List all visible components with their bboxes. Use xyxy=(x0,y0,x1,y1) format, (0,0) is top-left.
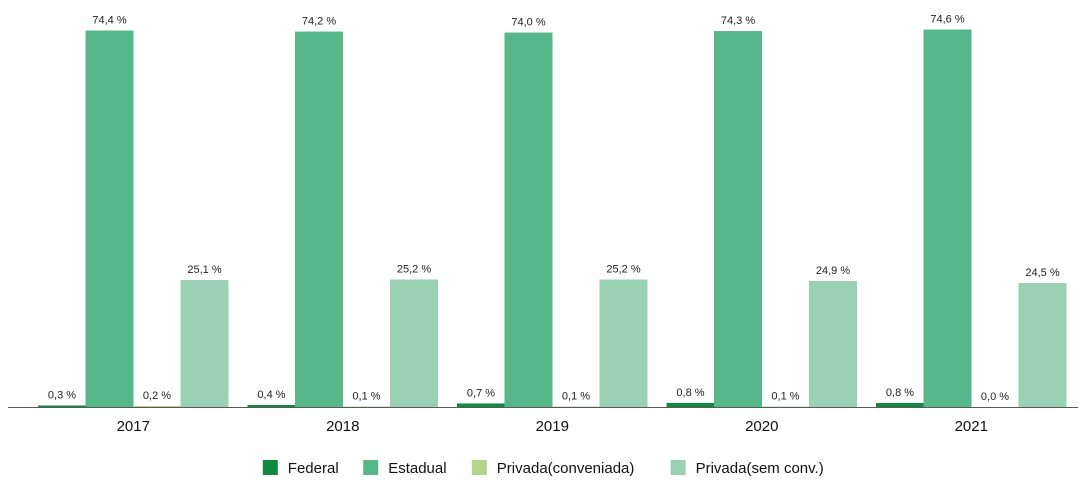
bar-estadual-2018 xyxy=(295,31,343,407)
legend: Federal Estadual Privada(conveniada) Privad… xyxy=(262,460,824,477)
x-tick-label-2017: 2017 xyxy=(117,418,150,435)
legend-swatch-privada-sem-conv- xyxy=(670,460,686,475)
x-tick-label-2020: 2020 xyxy=(745,418,778,435)
data-label-privada-conveniada--2018: 0,1 % xyxy=(352,390,380,402)
bar-privada-conveniada--2019 xyxy=(552,406,600,407)
legend-label-privada-conveniada-: Privada(conveniada) xyxy=(497,460,635,477)
data-label-estadual-2018: 74,2 % xyxy=(302,16,336,28)
data-label-privada-conveniada--2021: 0,0 % xyxy=(981,391,1009,403)
x-tick-label-2019: 2019 xyxy=(536,418,569,435)
bar-federal-2020 xyxy=(666,402,715,407)
data-label-privada-conveniada--2019: 0,1 % xyxy=(562,390,590,402)
bar-federal-2021 xyxy=(876,402,924,407)
data-label-estadual-2017: 74,4 % xyxy=(92,15,126,27)
data-label-privada-sem-conv--2021: 24,5 % xyxy=(1025,267,1059,279)
data-label-federal-2020: 0,8 % xyxy=(676,387,704,399)
legend-swatch-estadual xyxy=(363,460,379,475)
data-label-privada-sem-conv--2017: 25,1 % xyxy=(187,264,221,276)
data-label-privada-sem-conv--2018: 25,2 % xyxy=(397,263,431,275)
bar-federal-2018 xyxy=(247,404,296,407)
data-label-federal-2021: 0,8 % xyxy=(886,387,914,399)
bar-estadual-2017 xyxy=(85,30,134,407)
data-label-privada-conveniada--2017: 0,2 % xyxy=(143,390,171,402)
bar-estadual-2021 xyxy=(923,29,972,408)
legend-swatch-privada-conveniada- xyxy=(471,460,487,475)
bar-privada-sem-conv--2021 xyxy=(1018,283,1067,407)
data-label-privada-conveniada--2020: 0,1 % xyxy=(771,390,799,402)
data-label-privada-sem-conv--2019: 25,2 % xyxy=(606,263,640,275)
bar-privada-conveniada--2020 xyxy=(761,406,810,407)
bar-federal-2017 xyxy=(38,405,86,407)
data-label-federal-2019: 0,7 % xyxy=(467,387,495,399)
bar-privada-conveniada--2017 xyxy=(133,405,181,407)
bar-privada-sem-conv--2017 xyxy=(180,279,229,407)
bar-estadual-2019 xyxy=(504,32,553,408)
bar-privada-sem-conv--2019 xyxy=(599,279,648,407)
x-tick-labels: 2017 2018 2019 2020 2021 xyxy=(117,418,988,435)
legend-label-federal: Federal xyxy=(288,460,339,477)
bar-privada-sem-conv--2020 xyxy=(809,281,857,407)
bar-federal-2019 xyxy=(457,403,505,407)
data-label-federal-2017: 0,3 % xyxy=(48,389,76,401)
data-label-estadual-2019: 74,0 % xyxy=(511,17,545,29)
data-label-estadual-2020: 74,3 % xyxy=(721,15,755,27)
legend-label-estadual: Estadual xyxy=(388,460,446,477)
bar-estadual-2020 xyxy=(714,31,762,408)
data-label-federal-2018: 0,4 % xyxy=(257,389,285,401)
x-tick-label-2018: 2018 xyxy=(326,418,359,435)
bar-privada-sem-conv--2018 xyxy=(390,279,438,407)
data-label-estadual-2021: 74,6 % xyxy=(930,14,964,26)
data-labels-layer: 0,3 % 74,4 % 0,2 % 25,1 % 0,4 % 74,2 % 0,1 % 25… xyxy=(48,14,1060,403)
bars-layer xyxy=(38,29,1067,408)
x-tick-label-2021: 2021 xyxy=(955,418,988,435)
bar-privada-conveniada--2018 xyxy=(342,406,391,407)
legend-label-privada-sem-conv-: Privada(sem conv.) xyxy=(696,460,824,477)
legend-swatch-federal xyxy=(262,460,278,475)
data-label-privada-sem-conv--2020: 24,9 % xyxy=(816,265,850,277)
